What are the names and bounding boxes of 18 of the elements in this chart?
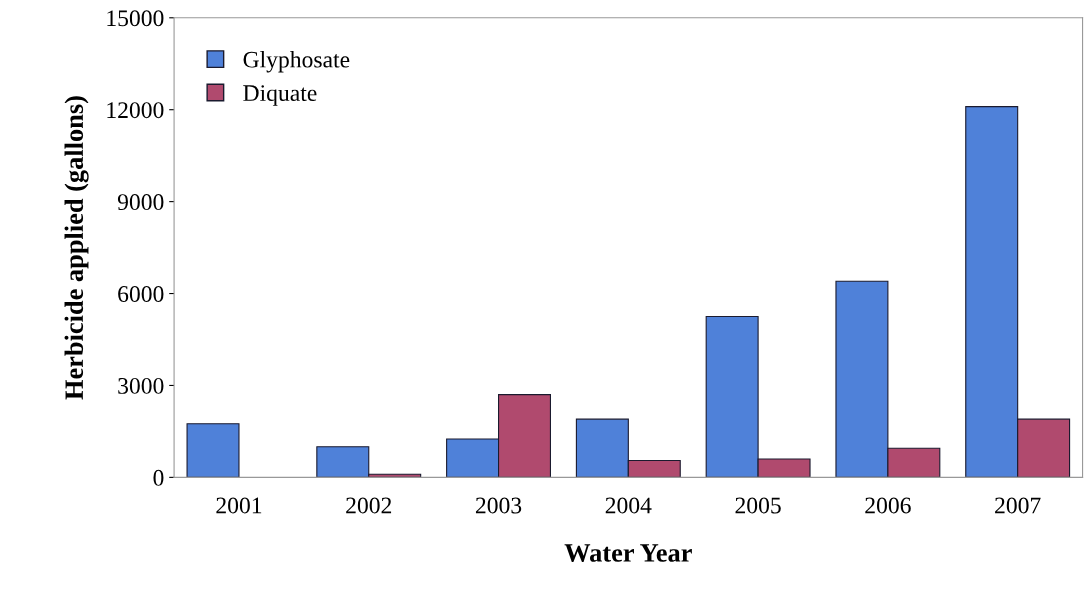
x-tick-label: 2005 <box>735 497 781 514</box>
x-tick-label: 2004 <box>605 497 652 514</box>
x-tick-label: 2006 <box>865 497 911 514</box>
y-tick-label: 3000 <box>118 377 164 394</box>
y-tick-label: 9000 <box>117 194 164 211</box>
x-tick-label: 2003 <box>475 497 522 514</box>
x-tick-label: 2001 <box>216 497 262 514</box>
x-tick-label: 2002 <box>346 497 392 514</box>
bar <box>186 423 240 478</box>
legend-label: Diquate <box>243 85 317 106</box>
x-tick-label: 2007 <box>995 497 1041 514</box>
y-tick-label: 15000 <box>107 10 164 27</box>
y-axis-title: Herbicide applied (gallons) <box>64 96 89 400</box>
y-tick-label: 0 <box>153 469 164 486</box>
y-tick-label: 12000 <box>107 102 164 119</box>
y-tick-label: 6000 <box>118 286 164 302</box>
x-axis-title: Water Year <box>564 544 692 562</box>
legend-label: Glyphosate <box>243 50 350 73</box>
